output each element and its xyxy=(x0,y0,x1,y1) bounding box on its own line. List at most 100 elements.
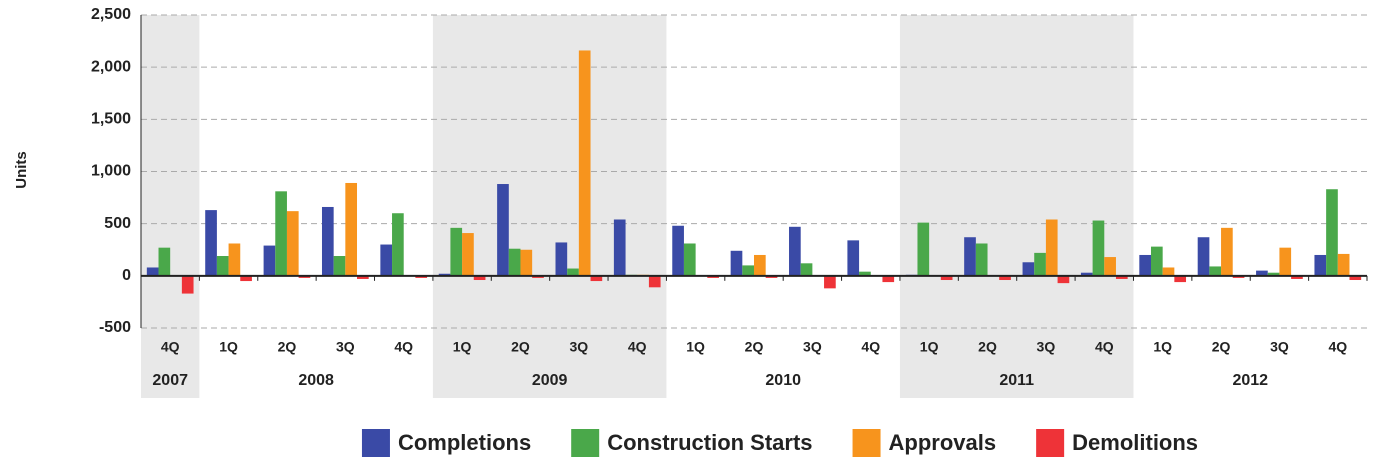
x-tick-label: 4Q xyxy=(1328,339,1347,355)
bar xyxy=(683,243,696,276)
bar xyxy=(1022,262,1035,276)
year-band xyxy=(899,15,1134,398)
bar xyxy=(275,191,287,276)
bar xyxy=(205,210,217,276)
bar xyxy=(648,275,661,288)
bar xyxy=(240,275,252,282)
bar xyxy=(765,275,778,278)
year-label: 2012 xyxy=(1232,372,1268,389)
bar xyxy=(999,275,1011,281)
x-tick-label: 3Q xyxy=(1037,339,1056,355)
bar xyxy=(497,184,509,276)
bar xyxy=(824,275,836,289)
bar xyxy=(216,256,229,276)
y-tick-label: 2,500 xyxy=(91,6,131,23)
x-tick-label: 4Q xyxy=(1095,339,1114,355)
year-label: 2007 xyxy=(152,372,188,389)
bar xyxy=(462,233,474,276)
y-tick-label: 0 xyxy=(122,267,131,284)
legend-swatch xyxy=(1036,429,1065,457)
bar xyxy=(1104,257,1116,276)
bar xyxy=(789,226,801,276)
y-tick-label: 1,500 xyxy=(91,111,131,128)
bar xyxy=(940,275,953,281)
x-tick-label: 2Q xyxy=(278,339,297,355)
bar xyxy=(1034,252,1046,276)
legend-swatch xyxy=(852,429,881,457)
x-tick-label: 1Q xyxy=(1153,339,1172,355)
bar xyxy=(578,50,591,276)
bar xyxy=(882,275,895,283)
bar xyxy=(1232,275,1245,278)
y-tick-label: 1,000 xyxy=(91,163,131,180)
bar xyxy=(1080,272,1093,276)
year-label: 2010 xyxy=(765,372,801,389)
bar xyxy=(321,206,334,276)
bar xyxy=(917,222,930,276)
legend-label: Completions xyxy=(398,430,531,455)
x-tick-label: 2Q xyxy=(978,339,997,355)
bar xyxy=(964,237,976,276)
bar xyxy=(590,275,603,282)
bar xyxy=(415,275,428,278)
bar xyxy=(1139,254,1151,276)
bar xyxy=(1314,254,1327,276)
bar xyxy=(508,248,521,276)
y-tick-label: -500 xyxy=(99,319,131,336)
bar xyxy=(520,249,533,276)
bar xyxy=(1045,219,1058,276)
x-tick-label: 4Q xyxy=(861,339,880,355)
bar xyxy=(298,275,311,278)
bar xyxy=(392,213,404,276)
y-axis-label: Units xyxy=(13,151,30,189)
bar xyxy=(847,240,860,276)
bar xyxy=(754,254,766,276)
x-tick-label: 1Q xyxy=(920,339,939,355)
bar xyxy=(1256,270,1268,276)
x-tick-label: 1Q xyxy=(686,339,705,355)
legend-label: Construction Starts xyxy=(607,430,812,455)
bar xyxy=(859,271,871,276)
year-label: 2009 xyxy=(532,372,568,389)
bar xyxy=(1092,220,1105,276)
y-tick-label: 500 xyxy=(104,215,131,232)
bar xyxy=(333,256,346,276)
bar xyxy=(742,265,754,276)
bar xyxy=(473,275,486,281)
bar xyxy=(1279,247,1292,276)
bar xyxy=(975,243,988,276)
x-tick-label: 3Q xyxy=(803,339,822,355)
x-tick-label: 2Q xyxy=(1212,339,1231,355)
year-band xyxy=(432,15,667,398)
bar xyxy=(1057,275,1070,284)
x-tick-label: 4Q xyxy=(628,339,647,355)
year-label: 2011 xyxy=(999,372,1034,389)
bar xyxy=(158,247,171,276)
bar xyxy=(613,219,626,276)
x-tick-label: 3Q xyxy=(336,339,355,355)
bar xyxy=(1174,275,1187,283)
bar xyxy=(707,275,719,278)
legend-swatch xyxy=(361,429,390,457)
legend-label: Demolitions xyxy=(1072,430,1198,455)
bar xyxy=(1197,237,1210,276)
x-tick-label: 4Q xyxy=(394,339,413,355)
bar xyxy=(532,275,544,278)
x-tick-label: 2Q xyxy=(511,339,530,355)
x-tick-label: 2Q xyxy=(745,339,764,355)
bar xyxy=(567,268,579,276)
bar xyxy=(1221,227,1233,276)
x-tick-label: 1Q xyxy=(453,339,472,355)
bar xyxy=(345,182,358,276)
bar xyxy=(1162,267,1175,276)
bar xyxy=(1115,275,1128,279)
bar xyxy=(438,273,451,276)
bar xyxy=(672,225,684,276)
bar xyxy=(1326,189,1338,276)
bar xyxy=(1349,275,1362,281)
bar xyxy=(1150,246,1163,276)
bar xyxy=(730,250,743,276)
bar xyxy=(1291,275,1303,279)
bar xyxy=(263,245,276,276)
